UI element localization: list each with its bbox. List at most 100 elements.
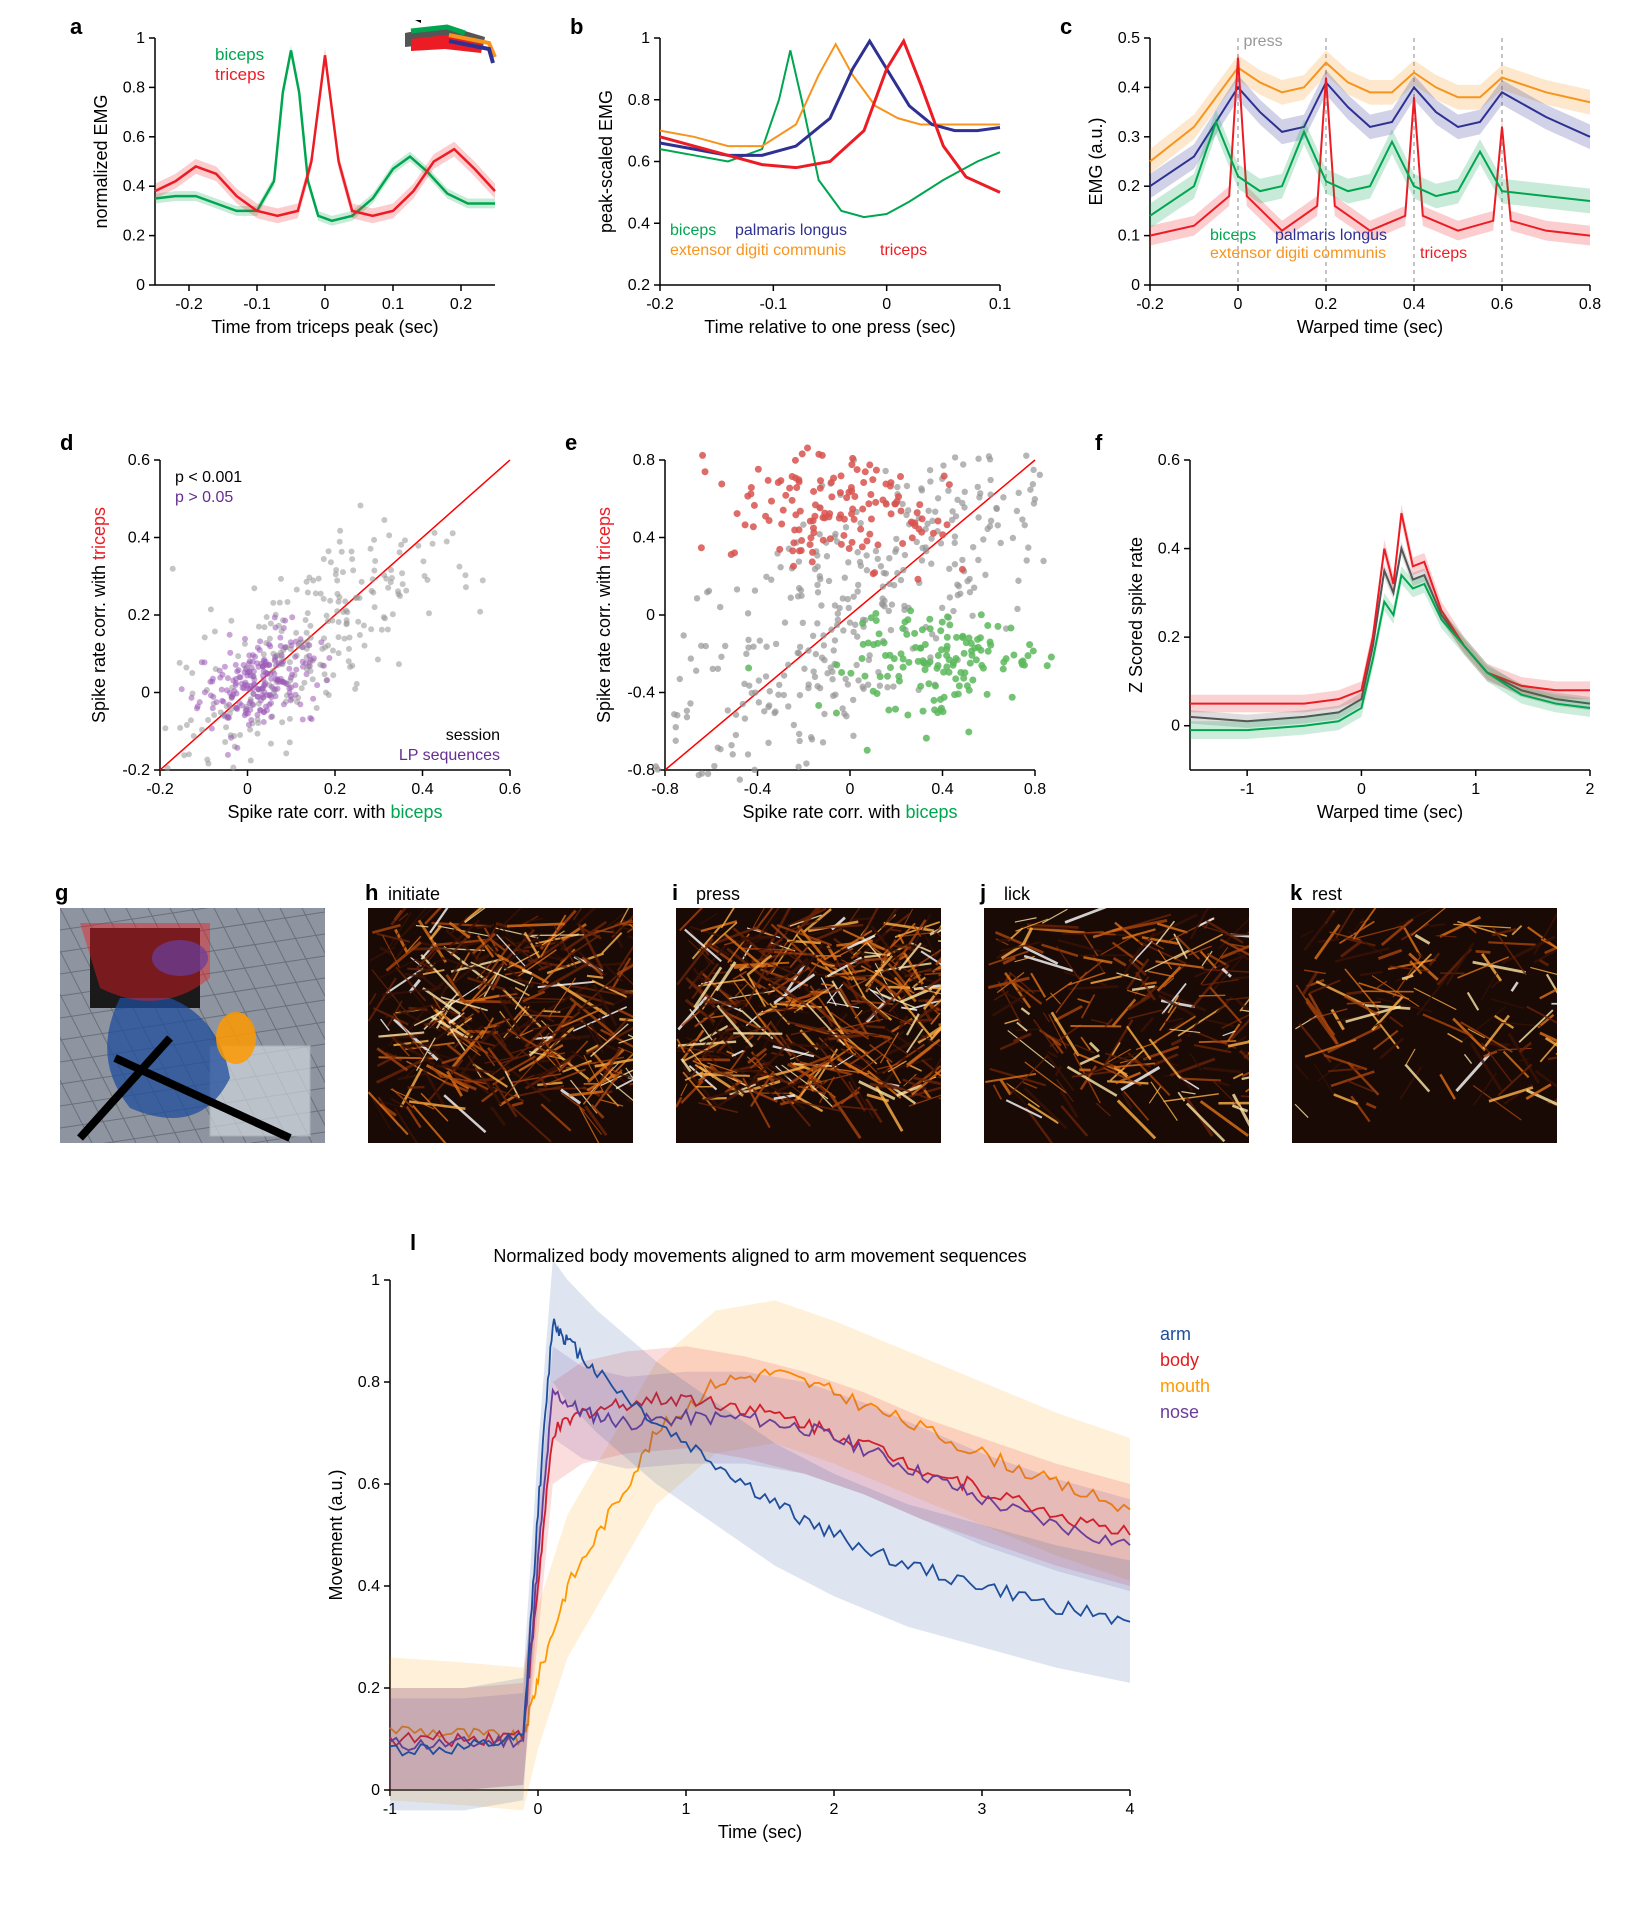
svg-text:0.8: 0.8 bbox=[1024, 781, 1046, 798]
svg-text:Movement (a.u.): Movement (a.u.) bbox=[326, 1469, 346, 1600]
svg-text:Spike rate corr. with triceps: Spike rate corr. with triceps bbox=[594, 507, 614, 723]
svg-text:0.4: 0.4 bbox=[1403, 296, 1425, 313]
svg-text:2: 2 bbox=[830, 1801, 839, 1818]
heat-label-i: press bbox=[696, 884, 740, 905]
panel-label-k: k bbox=[1290, 880, 1302, 906]
svg-text:0.6: 0.6 bbox=[358, 1476, 380, 1493]
svg-text:0: 0 bbox=[321, 296, 330, 313]
svg-text:extensor digiti communis: extensor digiti communis bbox=[670, 242, 846, 259]
svg-text:Time (sec): Time (sec) bbox=[718, 1822, 802, 1842]
svg-text:0.6: 0.6 bbox=[1491, 296, 1513, 313]
panel-label-i: i bbox=[672, 880, 678, 906]
svg-text:press: press bbox=[1243, 33, 1282, 50]
svg-text:0: 0 bbox=[882, 296, 891, 313]
svg-text:0.4: 0.4 bbox=[931, 781, 953, 798]
svg-text:1: 1 bbox=[371, 1272, 380, 1289]
svg-text:0: 0 bbox=[1131, 277, 1140, 294]
panel-label-h: h bbox=[365, 880, 378, 906]
svg-text:0.8: 0.8 bbox=[1579, 296, 1601, 313]
svg-text:0.6: 0.6 bbox=[1158, 452, 1180, 469]
panel-f-zscore: -101200.20.40.6Warped time (sec)Z Scored… bbox=[1115, 440, 1610, 840]
svg-text:EMG (a.u.): EMG (a.u.) bbox=[1086, 117, 1106, 205]
svg-text:p < 0.001: p < 0.001 bbox=[175, 469, 242, 486]
svg-text:0.1: 0.1 bbox=[1118, 228, 1140, 245]
svg-text:0: 0 bbox=[846, 781, 855, 798]
svg-text:-0.2: -0.2 bbox=[146, 781, 174, 798]
svg-text:extensor digiti communis: extensor digiti communis bbox=[1210, 245, 1386, 262]
svg-text:p > 0.05: p > 0.05 bbox=[175, 489, 233, 506]
panel-d-scatter: -0.200.20.40.6-0.200.20.40.6Spike rate c… bbox=[80, 440, 530, 840]
svg-text:0.2: 0.2 bbox=[1315, 296, 1337, 313]
panel-label-d: d bbox=[60, 430, 73, 456]
svg-text:triceps: triceps bbox=[880, 242, 927, 259]
svg-text:-0.8: -0.8 bbox=[627, 762, 655, 779]
svg-text:-0.8: -0.8 bbox=[651, 781, 679, 798]
svg-text:palmaris longus: palmaris longus bbox=[735, 222, 847, 239]
svg-text:0.2: 0.2 bbox=[450, 296, 472, 313]
panel-c-emg: -0.200.20.40.60.800.10.20.30.40.5Warped … bbox=[1080, 20, 1610, 350]
svg-text:0: 0 bbox=[371, 1782, 380, 1799]
panel-i-heat: press bbox=[676, 908, 941, 1143]
svg-text:3: 3 bbox=[978, 1801, 987, 1818]
svg-text:0.2: 0.2 bbox=[123, 228, 145, 245]
svg-text:biceps: biceps bbox=[215, 45, 264, 64]
svg-text:Spike rate corr. with biceps: Spike rate corr. with biceps bbox=[742, 802, 957, 822]
heat-label-k: rest bbox=[1312, 884, 1342, 905]
svg-text:Z Scored spike rate: Z Scored spike rate bbox=[1126, 537, 1146, 693]
svg-text:-0.2: -0.2 bbox=[1136, 296, 1164, 313]
svg-text:1: 1 bbox=[136, 30, 145, 47]
panel-label-b: b bbox=[570, 14, 583, 40]
svg-text:0.5: 0.5 bbox=[1118, 30, 1140, 47]
svg-text:0.6: 0.6 bbox=[128, 452, 150, 469]
svg-text:0: 0 bbox=[1357, 781, 1366, 798]
svg-text:palmaris longus: palmaris longus bbox=[1275, 227, 1387, 244]
svg-text:-0.1: -0.1 bbox=[760, 296, 788, 313]
svg-text:0.8: 0.8 bbox=[628, 92, 650, 109]
svg-text:-1: -1 bbox=[1240, 781, 1254, 798]
svg-text:0.3: 0.3 bbox=[1118, 129, 1140, 146]
svg-text:-0.2: -0.2 bbox=[175, 296, 203, 313]
svg-text:0.4: 0.4 bbox=[1118, 79, 1140, 96]
svg-text:Warped time (sec): Warped time (sec) bbox=[1317, 802, 1463, 822]
svg-text:0.4: 0.4 bbox=[128, 530, 150, 547]
panel-l-movement: -10123400.20.40.60.81Time (sec)Movement … bbox=[300, 1230, 1360, 1870]
svg-text:normalized EMG: normalized EMG bbox=[91, 94, 111, 228]
svg-text:1: 1 bbox=[682, 1801, 691, 1818]
svg-text:session: session bbox=[446, 727, 500, 744]
svg-text:1: 1 bbox=[641, 30, 650, 47]
svg-text:biceps: biceps bbox=[670, 222, 716, 239]
svg-text:0: 0 bbox=[1171, 718, 1180, 735]
svg-text:biceps: biceps bbox=[1210, 227, 1256, 244]
panel-j-heat: lick bbox=[984, 908, 1249, 1143]
svg-text:Warped time (sec): Warped time (sec) bbox=[1297, 317, 1443, 337]
svg-text:peak-scaled EMG: peak-scaled EMG bbox=[596, 90, 616, 233]
panel-label-a: a bbox=[70, 14, 82, 40]
panel-label-g: g bbox=[55, 880, 68, 906]
svg-text:-0.4: -0.4 bbox=[744, 781, 772, 798]
svg-text:0.4: 0.4 bbox=[411, 781, 433, 798]
svg-text:0: 0 bbox=[534, 1801, 543, 1818]
heat-label-j: lick bbox=[1004, 884, 1030, 905]
panel-label-c: c bbox=[1060, 14, 1072, 40]
panel-g-photo bbox=[60, 908, 325, 1143]
svg-text:4: 4 bbox=[1126, 1801, 1135, 1818]
svg-text:Spike rate corr. with triceps: Spike rate corr. with triceps bbox=[89, 507, 109, 723]
svg-text:0: 0 bbox=[1234, 296, 1243, 313]
svg-text:0.4: 0.4 bbox=[123, 178, 145, 195]
svg-text:0.8: 0.8 bbox=[123, 79, 145, 96]
panel-a-emg: -0.2-0.100.10.200.20.40.60.81Time from t… bbox=[85, 20, 515, 350]
svg-text:LP sequences: LP sequences bbox=[399, 747, 500, 764]
svg-text:0: 0 bbox=[136, 277, 145, 294]
svg-text:arm: arm bbox=[1160, 1324, 1191, 1344]
svg-text:0: 0 bbox=[141, 685, 150, 702]
svg-text:0.1: 0.1 bbox=[382, 296, 404, 313]
svg-text:Spike rate corr. with biceps: Spike rate corr. with biceps bbox=[227, 802, 442, 822]
svg-text:0.8: 0.8 bbox=[358, 1374, 380, 1391]
panel-label-f: f bbox=[1095, 430, 1102, 456]
svg-text:0.2: 0.2 bbox=[1158, 629, 1180, 646]
svg-text:0.2: 0.2 bbox=[358, 1680, 380, 1697]
svg-text:nose: nose bbox=[1160, 1402, 1199, 1422]
svg-text:-0.4: -0.4 bbox=[627, 685, 655, 702]
svg-text:0.4: 0.4 bbox=[1158, 541, 1180, 558]
svg-text:0.8: 0.8 bbox=[633, 452, 655, 469]
